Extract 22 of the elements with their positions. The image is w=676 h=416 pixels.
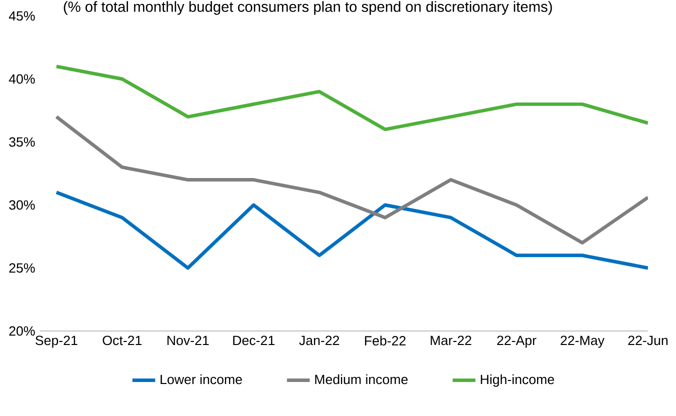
x-tick-label: 22-Jun (628, 336, 668, 346)
y-tick-label: 30% (9, 200, 35, 210)
line-series (54, 115, 648, 245)
x-tick-label: Sep-21 (36, 336, 78, 348)
x-tick-label: 22-Apr (497, 336, 536, 348)
chart-title: (% of total monthly budget consumers plan to spend on discretionary items) (64, 1, 552, 15)
x-tick-label: Jan-22 (299, 336, 340, 346)
y-tick-label: 25% (9, 263, 35, 273)
x-tick-label: Mar-22 (430, 336, 472, 346)
x-tick-label: 22-May (560, 336, 604, 348)
legend-label: Medium income (315, 374, 408, 384)
y-tick-label: 20% (9, 326, 35, 336)
y-tick-label: 40% (8, 74, 35, 84)
x-tick-label: Feb-22 (365, 336, 406, 346)
x-tick-label: Oct-21 (102, 336, 142, 346)
legend-label: High-income (480, 374, 554, 387)
y-tick-label: 35% (9, 137, 35, 147)
line-series (54, 190, 648, 270)
x-tick-label: Nov-21 (167, 336, 209, 346)
x-tick-label: Dec-21 (233, 336, 274, 346)
y-tick-label: 45% (8, 11, 35, 21)
legend-label: Lower income (160, 374, 242, 384)
